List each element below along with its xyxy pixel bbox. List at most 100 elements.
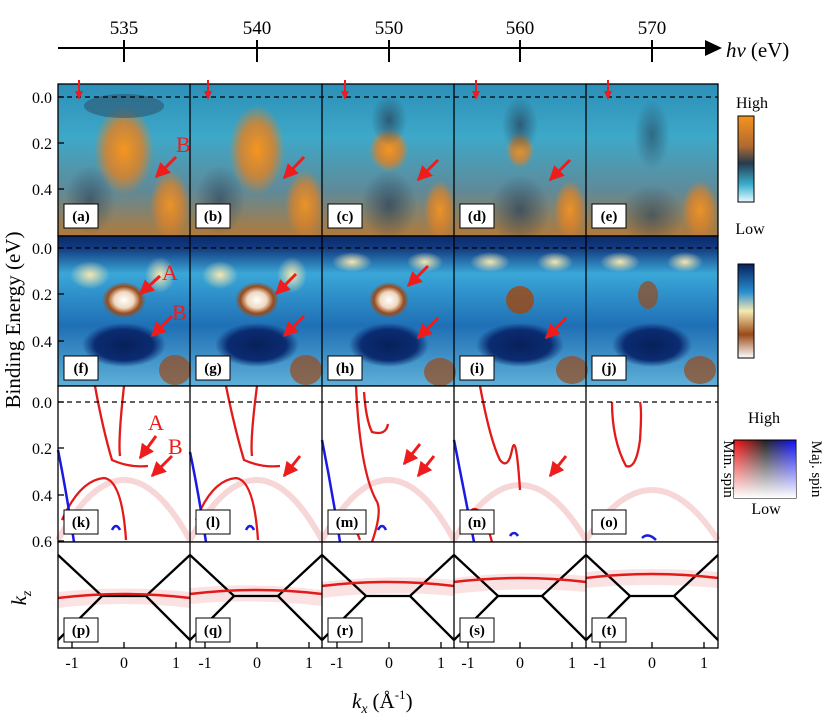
- kz-cuts: [57, 572, 719, 600]
- y-tick-label: 0.0: [32, 90, 52, 107]
- x-tick-label: 0: [253, 655, 261, 672]
- panel-label: (e): [601, 209, 618, 225]
- x-tick-label: 1: [172, 655, 180, 672]
- panel-label: (m): [336, 515, 359, 531]
- colorbar-min-spin-label: Min. spin: [720, 440, 736, 498]
- y-axis: 0.0 0.2 0.4 0.0 0.2 0.4 0.0 0.2 0.4 0.6 …: [1, 90, 64, 605]
- panel-label: (t): [602, 623, 617, 639]
- y-tick-label: 0.6: [32, 534, 52, 551]
- panel-g: [202, 257, 322, 385]
- panel-label: (d): [468, 209, 486, 225]
- kz-symbol: k: [7, 595, 31, 605]
- panel-label: (i): [470, 361, 484, 377]
- y-tick-label: 0.0: [32, 395, 52, 412]
- panel-label: (a): [72, 209, 90, 225]
- panel-f: [70, 257, 191, 385]
- kx-subscript: x: [360, 702, 368, 717]
- panel-label: (r): [337, 623, 354, 639]
- x-tick-label: -1: [330, 655, 343, 672]
- y-tick-label: 0.4: [32, 334, 52, 351]
- colorbar-high-label: High: [736, 95, 768, 112]
- panel-label: (q): [204, 623, 222, 639]
- x-tick-label: 0: [648, 655, 656, 672]
- panel-label: (c): [337, 209, 354, 225]
- panel-label: (k): [72, 515, 90, 531]
- kx-symbol: k: [352, 689, 362, 713]
- colorbar-maj-spin-label: Maj. spin: [808, 441, 824, 498]
- kx-unit-open: (Å: [373, 689, 396, 713]
- panel-label: (b): [204, 209, 222, 225]
- x-tick-label: -1: [65, 655, 78, 672]
- panel-label: (g): [204, 361, 222, 377]
- x-tick-label: 0: [516, 655, 524, 672]
- annotation-A: A: [148, 410, 164, 435]
- x-tick-label: -1: [593, 655, 606, 672]
- a-arrows-row3: [138, 435, 158, 460]
- hv-axis: 535 540 550 560 570 hν (eV): [58, 18, 789, 62]
- x-tick-label: 1: [700, 655, 708, 672]
- hv-symbol: hν: [726, 38, 747, 62]
- panel-i: [470, 252, 588, 384]
- calc-bands-red: [60, 385, 643, 543]
- x-tick-label: 1: [437, 655, 445, 672]
- x-tick-label: -1: [198, 655, 211, 672]
- annotation-B: B: [168, 434, 183, 459]
- kz-label: kz: [7, 590, 35, 605]
- row4-borders: [57, 541, 719, 649]
- x-axis-label: kx (Å-1): [352, 687, 413, 717]
- hv-unit: (eV): [751, 38, 789, 62]
- y-tick-label: 0.4: [32, 488, 52, 505]
- hv-tick-label: 550: [375, 18, 404, 39]
- row-kz: [57, 541, 719, 649]
- x-tick-label: 0: [385, 655, 393, 672]
- panel-label: (n): [468, 515, 486, 531]
- labels-row2: (f) (g) (h) (i) (j): [63, 355, 627, 381]
- panel-d: [454, 84, 586, 245]
- panel-label: (l): [206, 515, 220, 531]
- hv-axis-label: hν (eV): [726, 38, 789, 62]
- y-tick-label: 0.2: [32, 441, 52, 458]
- labels-row3: (k) (l) (m) (n) (o): [63, 509, 627, 535]
- y-tick-label: 0.0: [32, 241, 52, 258]
- annotation-A: A: [162, 260, 178, 285]
- colorbar-low-label: Low: [751, 501, 781, 518]
- annotation-B: B: [172, 300, 187, 325]
- y-tick-label: 0.2: [32, 287, 52, 304]
- x-tick-label: -1: [461, 655, 474, 672]
- x-tick-label: 1: [305, 655, 313, 672]
- b-arrows-row3: [150, 443, 568, 478]
- y-tick-label: 0.2: [32, 136, 52, 153]
- panel-a: [58, 84, 190, 240]
- b-arrows-row2: [150, 314, 568, 340]
- hv-tick-label: 540: [243, 18, 272, 39]
- kz-subscript: z: [20, 590, 35, 597]
- x-tick-label: 0: [120, 655, 128, 672]
- hv-tick-label: 570: [638, 18, 667, 39]
- panel-label: (f): [74, 361, 89, 377]
- b-arrows-row1: [154, 155, 572, 182]
- x-tick-label: 1: [568, 655, 576, 672]
- hv-tick-label: 560: [506, 18, 535, 39]
- colorbar-low-label: Low: [735, 221, 765, 238]
- hv-ticks: [123, 40, 653, 62]
- y-axis-label: Binding Energy (eV): [1, 232, 25, 409]
- panel-label: (h): [336, 361, 354, 377]
- panel-label: (j): [602, 361, 617, 377]
- labels-row4: (p) (q) (r) (s) (t): [63, 617, 627, 643]
- panel-h: [332, 252, 456, 386]
- colorbar-high-label: High: [748, 410, 780, 427]
- panel-label: (s): [469, 623, 485, 639]
- x-axis: -1 0 1 -1 0 1 -1 0 1 -1 0 1 -1 0 1 kx (Å-…: [65, 642, 708, 717]
- kf-markers-row1: [75, 80, 612, 100]
- panel-label: (o): [600, 515, 618, 531]
- panel-j: [600, 252, 716, 384]
- colorbar-spin: High Low Min. spin Maj. spin: [720, 410, 824, 518]
- colorbar-curvature: [737, 263, 755, 359]
- labels-row1: (a) (b) (c) (d) (e): [63, 203, 627, 229]
- colorbar-measured: High Low: [735, 95, 768, 238]
- hv-tick-label: 535: [110, 18, 139, 39]
- y-tick-label: 0.4: [32, 182, 52, 199]
- a-arrows-row2: [138, 264, 430, 296]
- annotation-B: B: [176, 132, 191, 157]
